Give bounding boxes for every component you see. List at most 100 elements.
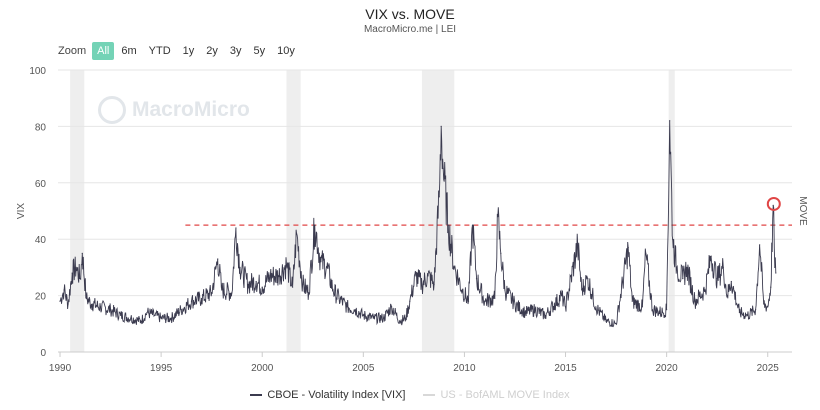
data-point	[277, 275, 280, 277]
legend-swatch-vix	[250, 394, 263, 396]
x-tick-label: 1990	[49, 363, 72, 374]
zoom-3y-button[interactable]: 3y	[229, 45, 242, 57]
legend: CBOE - Volatility Index [VIX] US - BofAM…	[0, 389, 820, 401]
data-point	[399, 320, 401, 322]
data-point	[581, 289, 583, 291]
data-point	[75, 266, 77, 268]
y-tick-label: 40	[35, 235, 47, 246]
data-point	[231, 292, 233, 294]
data-point	[190, 300, 193, 302]
data-point	[447, 224, 449, 226]
data-point	[661, 311, 664, 314]
data-point	[338, 297, 340, 300]
data-point	[669, 120, 671, 122]
data-point	[261, 286, 263, 288]
data-point	[767, 306, 769, 308]
x-tick-label: 2020	[656, 363, 679, 374]
legend-label-vix: CBOE - Volatility Index [VIX]	[267, 389, 406, 401]
data-point	[534, 309, 536, 311]
data-point	[415, 275, 417, 277]
data-point	[170, 317, 172, 319]
data-point	[99, 306, 102, 308]
recession-band	[70, 70, 85, 352]
data-point	[686, 266, 688, 268]
data-point	[587, 278, 589, 280]
data-point	[641, 306, 643, 308]
data-point	[544, 314, 546, 316]
data-point	[269, 275, 271, 277]
watermark: MacroMicro	[98, 96, 250, 124]
data-point	[180, 309, 182, 311]
highlight-marker	[766, 196, 781, 211]
x-tick-label: 1995	[150, 363, 173, 374]
data-point	[59, 300, 61, 302]
data-point	[405, 317, 407, 319]
data-point	[716, 278, 718, 280]
data-point	[79, 278, 81, 280]
data-point	[320, 261, 322, 263]
zoom-2y-button[interactable]: 2y	[206, 45, 218, 57]
zoom-10y-button[interactable]: 10y	[277, 45, 295, 57]
x-tick-label: 2025	[757, 363, 780, 374]
data-point	[71, 272, 73, 274]
data-point	[694, 300, 696, 302]
data-point	[200, 297, 203, 300]
data-point	[91, 303, 93, 305]
data-point	[755, 309, 757, 311]
data-point	[631, 300, 633, 302]
data-point	[427, 275, 429, 277]
data-point	[775, 272, 777, 274]
data-point	[475, 278, 478, 280]
data-point	[63, 289, 65, 291]
data-point	[605, 320, 607, 322]
legend-item-vix[interactable]: CBOE - Volatility Index [VIX]	[250, 389, 405, 401]
data-point	[564, 306, 567, 308]
y-tick-label: 80	[35, 122, 47, 133]
y-tick-label: 60	[35, 179, 47, 190]
series-line-vix[interactable]	[59, 120, 777, 328]
data-point	[676, 266, 678, 268]
data-point	[130, 317, 132, 319]
data-point	[722, 266, 724, 268]
data-point	[332, 289, 334, 291]
data-point	[154, 314, 156, 316]
zoom-1y-button[interactable]: 1y	[182, 45, 195, 57]
data-point	[296, 232, 298, 235]
data-point	[372, 317, 375, 319]
data-point	[67, 303, 69, 305]
x-tick-label: 2000	[251, 363, 274, 374]
data-point	[211, 292, 213, 294]
data-point	[433, 283, 435, 285]
zoom-5y-button[interactable]: 5y	[253, 45, 266, 57]
watermark-text: MacroMicro	[132, 98, 250, 121]
legend-item-move[interactable]: US - BofAML MOVE Index	[423, 389, 570, 401]
data-point	[560, 295, 563, 297]
data-point	[442, 168, 444, 170]
data-point	[285, 263, 288, 266]
data-point	[746, 314, 749, 316]
data-point	[314, 224, 316, 226]
data-point	[346, 306, 348, 308]
data-point	[627, 247, 629, 249]
data-point	[770, 286, 772, 288]
data-point	[440, 125, 442, 127]
y-tick-label: 0	[40, 348, 46, 359]
data-point	[308, 292, 310, 294]
x-tick-label: 2005	[352, 363, 375, 374]
zoom-ytd-button[interactable]: YTD	[148, 45, 171, 57]
data-point	[494, 297, 496, 300]
data-point	[409, 300, 411, 302]
data-point	[710, 255, 712, 257]
data-point	[504, 289, 506, 291]
data-point	[140, 320, 142, 322]
data-point	[471, 224, 474, 226]
zoom-all-button[interactable]: All	[92, 42, 115, 60]
x-tick-label: 2010	[453, 363, 476, 374]
data-point	[726, 295, 728, 297]
y2-axis-title: MOVE	[797, 196, 808, 226]
data-point	[730, 280, 732, 283]
zoom-6m-button[interactable]: 6m	[121, 45, 137, 57]
data-point	[221, 289, 223, 291]
data-point	[217, 258, 219, 260]
